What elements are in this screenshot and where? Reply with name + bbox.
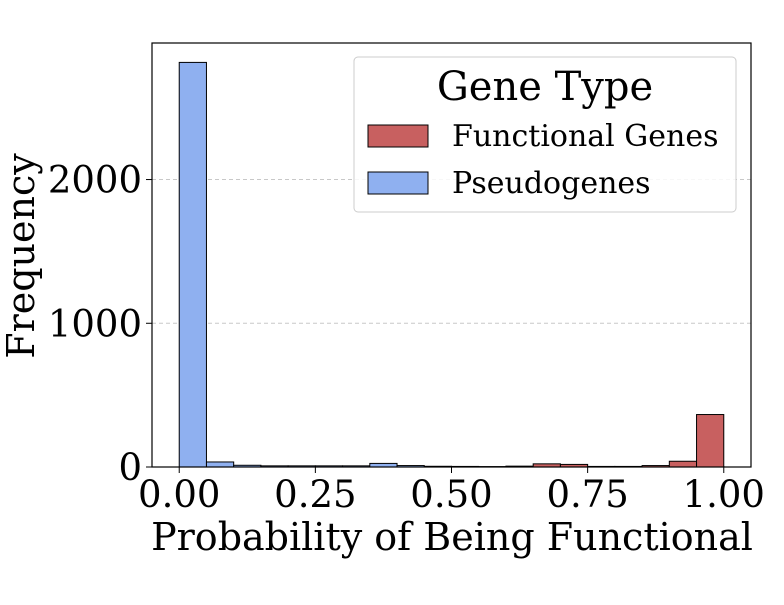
y-tick-label: 1000 xyxy=(48,302,142,345)
legend-label-functional: Functional Genes xyxy=(452,119,719,154)
legend-label-pseudogenes: Pseudogenes xyxy=(452,166,651,201)
legend-title: Gene Type xyxy=(437,64,653,110)
histogram-bar xyxy=(206,462,233,467)
x-tick-label: 0.50 xyxy=(410,473,492,516)
legend-swatch-functional xyxy=(368,125,428,147)
legend-swatch-pseudogenes xyxy=(368,172,428,194)
x-tick-label: 0.75 xyxy=(546,473,628,516)
y-axis-label: Frequency xyxy=(0,153,43,359)
x-tick-label: 0.25 xyxy=(274,473,356,516)
y-tick-label: 0 xyxy=(118,446,142,489)
legend: Gene Type Functional Genes Pseudogenes xyxy=(354,57,736,212)
histogram-bar xyxy=(697,415,724,467)
histogram-bar xyxy=(669,461,696,467)
x-tick-label: 0.00 xyxy=(138,473,220,516)
x-axis-label: Probability of Being Functional xyxy=(151,515,753,559)
y-tick-label: 2000 xyxy=(48,159,142,202)
histogram-bar xyxy=(179,62,206,467)
x-tick-label: 1.00 xyxy=(683,473,765,516)
